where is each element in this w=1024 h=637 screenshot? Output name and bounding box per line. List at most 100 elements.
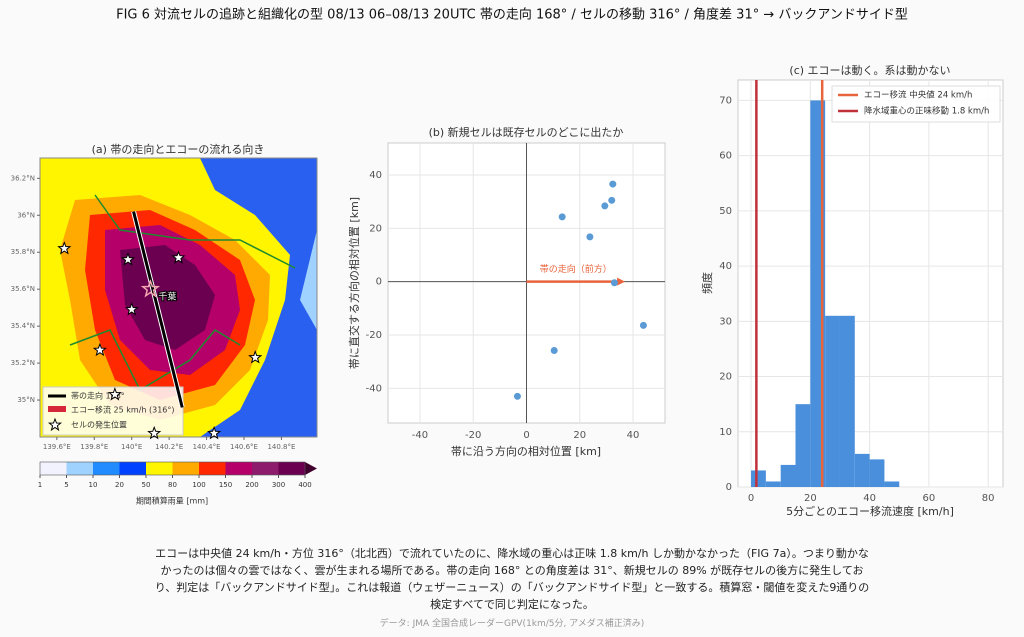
- y-tick-label: 50: [719, 206, 732, 217]
- rain-map: [40, 158, 317, 437]
- x-tick-label: 40: [627, 430, 640, 441]
- colorbar-bin: [119, 462, 146, 475]
- legend-advection-swatch: [48, 406, 66, 412]
- colorbar-bin: [252, 462, 279, 475]
- colorbar-bin: [278, 462, 305, 475]
- figure-title: FIG 6 対流セルの追跡と組織化の型 08/13 06–08/13 20UTC…: [116, 7, 908, 23]
- x-tick-label: 0: [748, 493, 754, 504]
- colorbar-tick-label: 400: [298, 481, 311, 489]
- panel-title: (a) 帯の走向とエコーの流れる向き: [92, 142, 265, 156]
- x-tick-label: -20: [465, 430, 481, 441]
- cell-origin-star: [124, 302, 139, 316]
- y-tick-label: 10: [719, 427, 732, 438]
- cell-origin-star: [107, 387, 122, 401]
- colorbar-bin: [93, 462, 120, 475]
- legend-label: エコー移流 中央値 24 km/h: [864, 90, 972, 101]
- cell-origin-star: [207, 425, 222, 440]
- cell-origin-star: [147, 425, 162, 440]
- colorbar-extend: [305, 462, 317, 475]
- x-tick-label: 140°E: [121, 443, 142, 451]
- point: [586, 233, 594, 241]
- y-tick-label: -40: [366, 383, 382, 394]
- colorbar-tick-label: 100: [192, 481, 205, 489]
- histogram-bar: [751, 470, 766, 487]
- y-tick-label: 0: [376, 277, 382, 288]
- y-tick-label: 35.2°N: [11, 359, 35, 367]
- y-tick-label: 60: [719, 151, 732, 162]
- y-tick-label: 0: [726, 482, 732, 493]
- caption: エコーは中央値 24 km/h・方位 316°（北北西）で流れていたのに、降水域…: [154, 547, 870, 611]
- x-tick-label: 140.4°E: [193, 443, 221, 451]
- colorbar-bin: [40, 462, 67, 475]
- y-tick-label: 40: [719, 261, 732, 272]
- y-axis-label: 帯に直交する方向の相対位置 [km]: [347, 197, 361, 369]
- cell-origin-star: [120, 252, 136, 266]
- y-tick-label: 20: [369, 223, 382, 234]
- y-tick-label: 36.2°N: [11, 174, 35, 182]
- point: [639, 321, 647, 329]
- y-axis-label: 頻度: [700, 272, 714, 294]
- map-frame: [39, 157, 318, 438]
- histogram-bar: [780, 464, 796, 487]
- source: データ: JMA 全国合成レーダーGPV(1km/5分, アメダス補正済み): [379, 619, 645, 629]
- band-line: [132, 211, 184, 408]
- point: [550, 346, 558, 354]
- cell-origin-star: [171, 250, 186, 264]
- legend-label: セルの発生位置: [71, 420, 127, 430]
- legend-star: [47, 417, 63, 432]
- point: [558, 213, 566, 221]
- legend-label: エコー移流 25 km/h (316°): [71, 405, 175, 415]
- point: [608, 196, 616, 204]
- y-tick-label: 30: [719, 316, 732, 327]
- x-tick-label: 140.6°E: [230, 443, 258, 451]
- cell-origin-star: [248, 350, 263, 364]
- colorbar-tick-label: 20: [115, 481, 124, 489]
- y-tick-label: 36°N: [17, 211, 35, 219]
- colorbar-tick-label: 80: [168, 481, 177, 489]
- y-tick-label: 70: [719, 95, 732, 106]
- y-tick-label: 35.6°N: [11, 285, 35, 293]
- histogram-bar: [839, 315, 855, 487]
- histogram-bar: [795, 404, 811, 487]
- x-tick-label: 140.2°E: [155, 443, 183, 451]
- point: [513, 392, 521, 400]
- colorbar-bin: [199, 462, 226, 475]
- colorbar-tick-label: 5: [64, 481, 68, 489]
- point: [609, 180, 617, 188]
- colorbar-bin: [66, 462, 93, 475]
- colorbar-tick-label: 200: [245, 481, 258, 489]
- cell-origin-star: [57, 241, 72, 255]
- y-tick-label: -20: [366, 330, 382, 341]
- x-axis-label: 帯に沿う方向の相対位置 [km]: [451, 444, 601, 458]
- colorbar-bin: [225, 462, 252, 475]
- colorbar-tick-label: 50: [142, 481, 151, 489]
- point: [610, 279, 618, 287]
- histogram-bar: [869, 459, 885, 487]
- city-marker: [140, 279, 161, 298]
- x-tick-label: 40: [863, 493, 876, 504]
- arrow-head: [617, 277, 626, 286]
- colorbar-bin: [146, 462, 173, 475]
- y-tick-label: 40: [369, 170, 382, 181]
- plot-area: [737, 79, 1004, 488]
- x-tick-label: 20: [573, 430, 586, 441]
- cell-origin-star: [92, 342, 107, 357]
- y-tick-label: 20: [719, 372, 732, 383]
- x-tick-label: 20: [804, 493, 817, 504]
- colorbar-tick-label: 1: [38, 481, 42, 489]
- histogram-bar: [884, 481, 900, 487]
- x-tick-label: 0: [523, 430, 529, 441]
- colorbar-tick-label: 150: [219, 481, 232, 489]
- x-tick-label: -40: [412, 430, 428, 441]
- x-axis-label: 5分ごとのエコー移流速度 [km/h]: [786, 504, 954, 518]
- colorbar-tick-label: 300: [272, 481, 285, 489]
- point: [601, 202, 609, 210]
- y-tick-label: 35.8°N: [11, 248, 35, 256]
- legend-label: 帯の走向 168°: [71, 391, 125, 401]
- x-tick-label: 140.8°E: [267, 443, 295, 451]
- x-tick-label: 60: [923, 493, 936, 504]
- legend-label: 降水域重心の正味移動 1.8 km/h: [864, 106, 989, 117]
- x-tick-label: 80: [982, 493, 995, 504]
